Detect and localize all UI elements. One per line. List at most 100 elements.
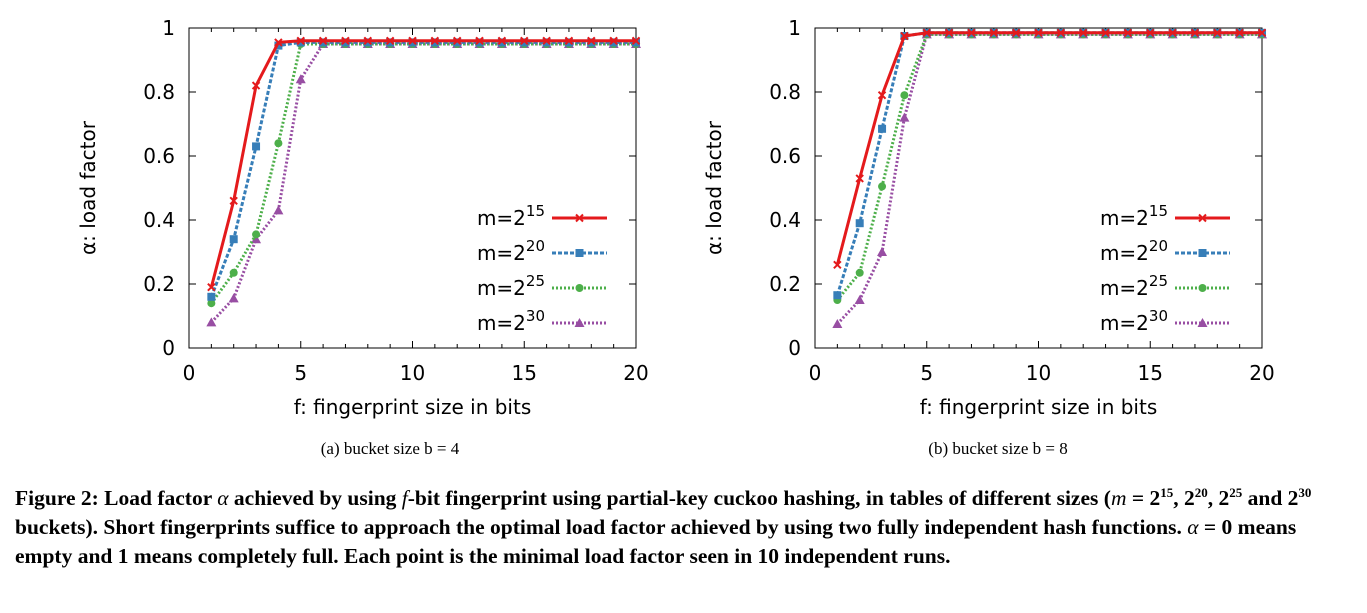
data-point xyxy=(1056,28,1066,38)
data-point xyxy=(989,28,999,38)
caption-text-5: = 0 means empty and 1 means completely f… xyxy=(15,515,1297,568)
caption-comma-1: , 2 xyxy=(1173,486,1195,510)
data-point xyxy=(1235,28,1244,38)
caption-alpha-2: α xyxy=(1187,515,1199,539)
caption-exp-30: 30 xyxy=(1298,484,1312,500)
caption-comma-2: , 2 xyxy=(1207,486,1230,510)
subcaption: (b) bucket size b = 8 xyxy=(928,439,1067,458)
series-25 xyxy=(833,30,1266,304)
series-line xyxy=(210,42,636,324)
data-point xyxy=(1257,28,1267,38)
caption-f: f xyxy=(401,486,408,510)
data-point xyxy=(319,38,328,47)
x-tick-label: 10 xyxy=(1026,361,1051,385)
subcaption: (a) bucket size b = 4 xyxy=(321,439,460,458)
data-point xyxy=(475,36,484,46)
series-line xyxy=(836,32,1262,326)
y-tick-label: 1 xyxy=(788,16,801,40)
data-point xyxy=(520,36,529,46)
data-point xyxy=(296,38,305,47)
data-point xyxy=(564,36,574,46)
y-tick-label: 0.6 xyxy=(769,144,801,168)
data-point xyxy=(855,219,864,228)
data-point xyxy=(1034,28,1043,38)
data-point xyxy=(296,36,305,46)
data-point xyxy=(1197,318,1208,327)
series-line xyxy=(209,40,636,298)
x-axis-label: f: fingerprint size in bits xyxy=(920,395,1158,419)
legend-label: m=215 xyxy=(477,202,545,230)
data-point xyxy=(229,196,238,206)
y-tick-label: 0.4 xyxy=(769,208,801,232)
series-line xyxy=(209,39,636,288)
x-tick-label: 10 xyxy=(400,361,425,385)
data-point xyxy=(229,268,238,277)
legend-label: m=220 xyxy=(477,237,545,265)
data-point xyxy=(363,36,373,46)
data-point xyxy=(229,235,238,244)
data-point xyxy=(341,38,350,47)
y-tick-label: 0.8 xyxy=(143,80,175,104)
data-point xyxy=(944,28,954,38)
legend: m=215 m=220 m=225 m=230 xyxy=(1100,202,1230,335)
data-point xyxy=(408,38,417,47)
legend-label: m=215 xyxy=(1100,202,1168,230)
data-point xyxy=(386,38,395,47)
data-point xyxy=(631,36,641,46)
data-point xyxy=(408,36,417,46)
data-point xyxy=(832,319,843,328)
x-tick-label: 0 xyxy=(809,361,822,385)
data-point xyxy=(1213,28,1222,38)
series-line xyxy=(835,31,1262,296)
legend-label: m=225 xyxy=(1100,272,1168,300)
x-tick-label: 0 xyxy=(183,361,196,385)
data-point xyxy=(899,112,910,122)
data-point xyxy=(1011,28,1021,38)
y-tick-label: 0 xyxy=(788,336,801,360)
caption-text-3: -bit fingerprint using partial-key cucko… xyxy=(407,486,1099,510)
y-tick-label: 0.2 xyxy=(143,272,175,296)
chart-b: 0 5 10 15 20 0 0.2 0.4 0.6 0.8 1 f: fingerprint siz… xyxy=(702,16,1275,458)
figure-caption: Figure 2: Load factor α achieved by usin… xyxy=(15,484,1355,571)
y-axis-label: α: load factor xyxy=(76,120,100,255)
data-point xyxy=(318,36,328,46)
data-point xyxy=(967,28,976,38)
data-point xyxy=(632,38,640,47)
data-point xyxy=(430,38,439,47)
series-15 xyxy=(207,36,641,292)
data-point xyxy=(833,291,842,300)
y-tick-label: 1 xyxy=(162,16,175,40)
caption-text-1: Load factor xyxy=(104,486,212,510)
data-point xyxy=(587,36,596,46)
y-tick-label: 0.8 xyxy=(769,80,801,104)
series-line xyxy=(836,32,1262,301)
data-point xyxy=(251,81,261,90)
data-point xyxy=(878,124,887,133)
caption-exp-20: 20 xyxy=(1194,484,1208,500)
x-tick-label: 15 xyxy=(512,361,537,385)
data-point xyxy=(274,38,283,47)
data-point xyxy=(475,38,484,47)
data-point xyxy=(453,38,462,47)
data-point xyxy=(1123,28,1133,38)
series-20 xyxy=(833,28,1266,300)
caption-and: and 2 xyxy=(1242,486,1299,510)
data-point xyxy=(575,213,584,223)
y-tick-label: 0 xyxy=(162,336,175,360)
series-line xyxy=(835,31,1262,266)
data-point xyxy=(877,247,888,256)
caption-m: m xyxy=(1110,486,1127,510)
x-tick-label: 5 xyxy=(920,361,933,385)
data-point xyxy=(574,318,585,327)
data-point xyxy=(542,36,551,46)
data-point xyxy=(609,38,618,47)
data-point xyxy=(251,234,262,244)
data-point xyxy=(564,38,573,47)
series-30 xyxy=(832,29,1267,328)
data-point xyxy=(854,295,865,304)
data-point xyxy=(855,174,864,183)
data-point xyxy=(497,38,506,47)
data-point xyxy=(900,31,909,41)
data-point xyxy=(497,36,507,46)
